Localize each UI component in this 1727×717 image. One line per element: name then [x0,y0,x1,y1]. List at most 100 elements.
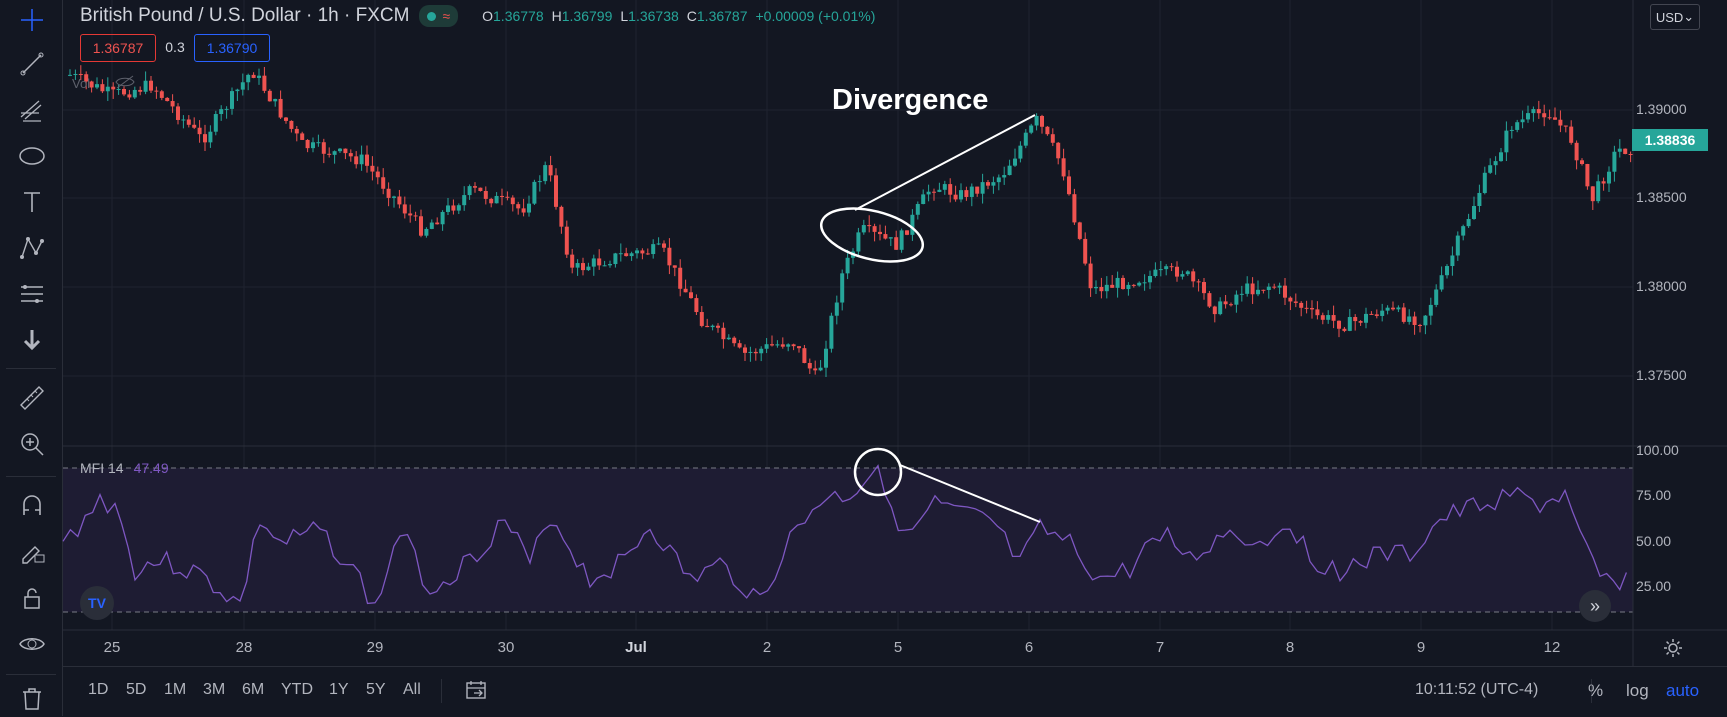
candle-body [1358,321,1363,323]
candle-body [1536,109,1541,114]
tradingview-logo[interactable]: TV [80,586,114,620]
candle-body [273,98,278,102]
zoom-in-icon[interactable] [14,426,50,462]
candle-body [1369,313,1374,315]
range-1m-button[interactable]: 1M [164,681,187,698]
candle-body [213,114,218,132]
candle-body [716,325,720,328]
candle-body [354,156,359,165]
price-tick: 1.38000 [1636,278,1687,294]
candle-body [1002,175,1007,178]
candle-body [1256,289,1260,295]
candle-body [807,362,812,369]
candle-body [1326,315,1331,320]
candle-body [456,205,461,211]
candle-body [705,325,710,328]
settings-gear-icon[interactable] [1663,638,1683,663]
pattern-icon[interactable] [14,230,50,266]
divergence-label[interactable]: Divergence [832,84,989,116]
candle-body [483,190,488,199]
candle-body [1563,125,1568,127]
symbol-title[interactable]: British Pound / U.S. Dollar · 1h · FXCM [80,5,410,26]
candle-body [1374,314,1379,316]
candle-body [975,186,980,194]
candle-body [1234,294,1239,305]
range-ytd-button[interactable]: YTD [281,681,313,698]
candle-body [786,344,791,347]
magnet-icon[interactable] [14,488,50,524]
time-tick: 28 [235,639,253,656]
candle-body [446,205,450,212]
market-status-pill[interactable]: ≈ [419,5,459,27]
candle-body [1056,142,1061,159]
candle-body [1212,306,1217,315]
candle-body [824,348,828,368]
text-icon[interactable] [14,184,50,220]
candle-body [829,315,834,349]
scroll-to-realtime-button[interactable]: » [1579,590,1611,622]
range-1y-button[interactable]: 1Y [329,681,349,698]
candle-body [834,302,839,316]
arrow-down-icon[interactable] [14,322,50,358]
mfi-legend[interactable]: MFI 14 47.49 [80,460,169,476]
candle-body [186,119,191,125]
crosshair-icon[interactable] [14,2,50,38]
candle-body [867,225,872,227]
spread-value: 0.3 [165,39,185,55]
lock-icon[interactable] [14,580,50,616]
candle-body [726,337,731,340]
forecast-icon[interactable] [14,276,50,312]
range-3m-button[interactable]: 3M [203,681,226,698]
volume-label[interactable]: Vol [72,76,91,91]
sell-button[interactable]: 1.36787 [80,34,156,62]
log-scale-button[interactable]: log [1626,681,1649,700]
time-tick: 6 [1024,639,1034,656]
candle-body [386,188,391,198]
candle-body [192,124,197,128]
candle-body [910,214,915,235]
candle-body [1061,158,1066,177]
candle-body [138,89,143,92]
trash-icon[interactable] [14,680,50,716]
candle-body [1320,315,1325,320]
fib-icon[interactable] [14,92,50,128]
shapes-icon[interactable] [14,138,50,174]
candle-body [1347,317,1352,331]
candle-body [1293,301,1298,303]
candle-body [132,89,137,98]
buy-button[interactable]: 1.36790 [194,34,270,62]
candle-body [1580,160,1584,164]
candle-body [1531,109,1536,114]
range-all-button[interactable]: All [403,681,421,698]
range-6m-button[interactable]: 6M [242,681,265,698]
candle-body [1515,122,1520,130]
range-1d-button[interactable]: 1D [88,681,109,698]
currency-select[interactable]: USD ⌄ [1650,4,1700,30]
range-5d-button[interactable]: 5D [126,681,147,698]
candle-body [613,253,618,265]
candle-body [1488,165,1493,173]
candle-body [1229,304,1233,306]
candle-body [921,194,926,205]
clock-timezone[interactable]: 10:11:52 (UTC-4) [1415,681,1539,698]
percent-scale-button[interactable]: % [1588,681,1604,700]
candle-body [683,288,688,293]
eye-icon[interactable] [14,626,50,662]
hidden-eye-icon[interactable] [114,74,136,95]
auto-scale-button[interactable]: auto [1666,681,1700,700]
time-tick: 7 [1155,639,1165,656]
range-5y-button[interactable]: 5Y [366,681,386,698]
candle-body [537,181,542,183]
candle-body [878,231,882,235]
candle-body [1569,126,1574,143]
ruler-icon[interactable] [14,380,50,416]
candle-body [127,94,132,98]
candle-body [651,244,656,255]
candle-body [294,128,299,134]
candle-body [1617,148,1622,152]
candle-body [1585,163,1590,187]
lock-drawing-icon[interactable] [14,534,50,570]
trendline-icon[interactable] [14,46,50,82]
goto-date-icon[interactable] [465,679,487,706]
